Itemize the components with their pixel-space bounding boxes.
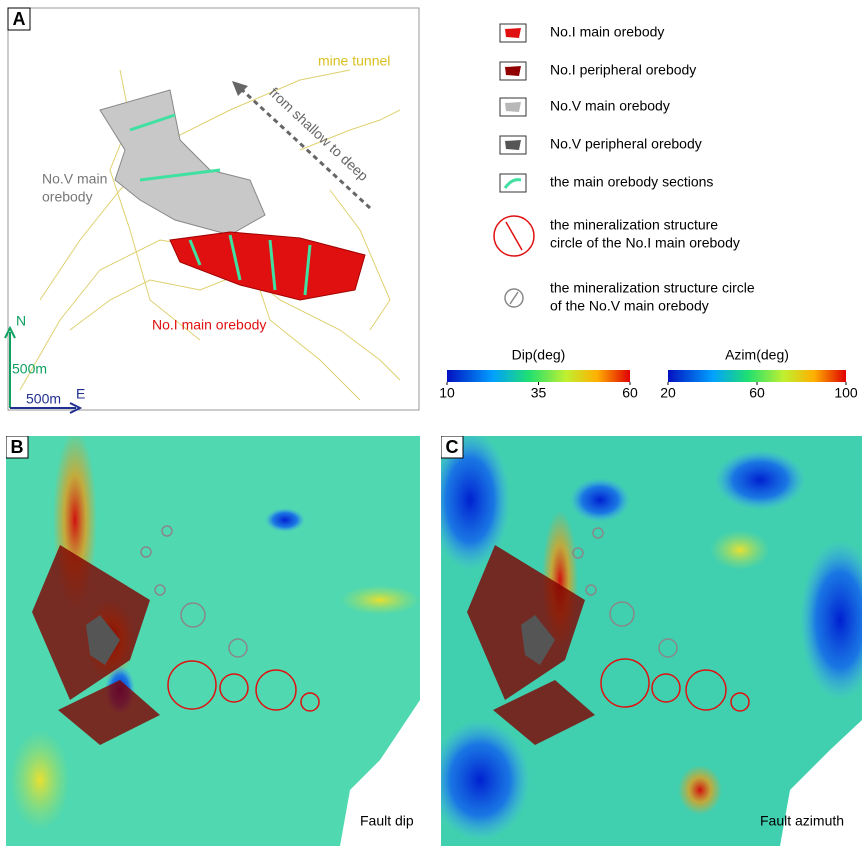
east-label: E — [76, 386, 85, 402]
legend-label: the main orebody sections — [550, 174, 713, 190]
panel-label: C — [446, 437, 459, 457]
panel-label: A — [13, 9, 26, 29]
legend-icons — [493, 23, 535, 308]
tick-label: 10 — [439, 385, 455, 401]
tick-label: 20 — [660, 385, 676, 401]
arrow-head — [4, 325, 16, 339]
legend-label: the mineralization structure circle — [550, 280, 755, 296]
tick-label: 60 — [749, 385, 765, 401]
tick-label: 35 — [531, 385, 547, 401]
colorbar-title: Azim(deg) — [725, 347, 789, 363]
direction-arrow — [238, 86, 372, 210]
north-label: N — [16, 313, 26, 329]
panel-a: from shallow to deep mine tunnel No.V ma… — [4, 7, 420, 414]
arrow-head — [69, 402, 83, 414]
no1-label: No.I main orebody — [152, 317, 266, 333]
no5-label: orebody — [42, 189, 93, 205]
legend-label: No.V peripheral orebody — [550, 136, 702, 152]
colorbars: Dip(deg) 10 35 60 Azim(deg) 20 60 100 — [439, 347, 858, 401]
legend-label: No.I main orebody — [550, 24, 664, 40]
arrow-head — [232, 81, 248, 96]
scale-label: 500m — [12, 361, 47, 377]
colorbar — [447, 370, 630, 382]
scale-label: 500m — [26, 391, 61, 407]
colorbar-title: Dip(deg) — [512, 347, 566, 363]
legend-label: No.I peripheral orebody — [550, 62, 696, 78]
tick-label: 100 — [834, 385, 858, 401]
tunnel-label: mine tunnel — [318, 53, 390, 69]
orebody-sections — [129, 113, 312, 296]
tick-label: 60 — [622, 385, 638, 401]
no5-label: No.V main — [42, 171, 107, 187]
no1-orebody — [169, 231, 366, 301]
legend-label: of the No.V main orebody — [550, 298, 709, 314]
panel-label: B — [11, 437, 24, 457]
legend: No.I main orebody No.I peripheral orebody… — [550, 24, 755, 314]
legend-label: circle of the No.I main orebody — [550, 235, 740, 251]
legend-label: No.V main orebody — [550, 98, 670, 114]
colorbar — [668, 370, 846, 382]
panel-caption: Fault dip — [360, 813, 414, 829]
panel-c: C Fault azimuth — [441, 436, 862, 846]
panel-caption: Fault azimuth — [760, 813, 844, 829]
legend-label: the mineralization structure — [550, 217, 718, 233]
panel-b: B Fault dip — [6, 436, 420, 846]
